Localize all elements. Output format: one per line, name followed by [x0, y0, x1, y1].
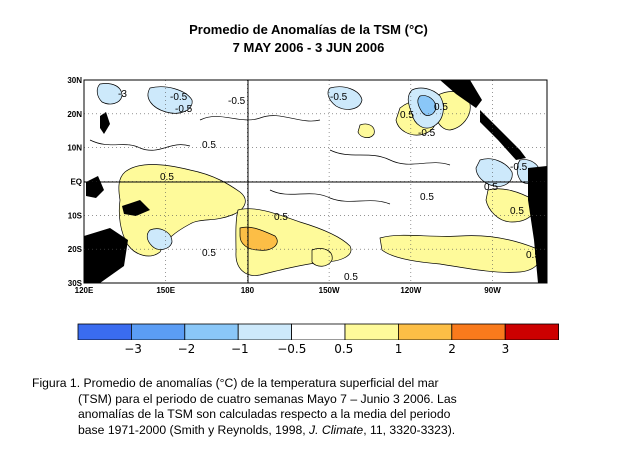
colorbar-label: −1: [231, 342, 249, 356]
contour-line-2: [89, 139, 191, 151]
y-tick-label: 10S: [68, 211, 83, 220]
contour-line-1: [199, 115, 321, 122]
sst-anomaly-map: 120E 150E 180 150W 120W 90W 30N 20N 10N EQ 10S 20S…: [67, 76, 560, 340]
colorbar-label: 3: [501, 342, 510, 356]
chart-subtitle: 7 MAY 2006 - 3 JUN 2006: [232, 40, 385, 55]
contour-label: -0.5: [175, 104, 193, 115]
land-australia: [84, 228, 128, 283]
contour-label: 0.5: [420, 192, 434, 203]
caption-journal: J. Climate: [309, 422, 364, 437]
caption-line: anomalías de la TSM son calculadas respe…: [78, 407, 451, 421]
colorbar-swatch: [237, 323, 292, 340]
colorbar-label: 0.5: [334, 342, 354, 356]
warm-anomaly-center-orange: [239, 226, 278, 251]
caption-line: base 1971-2000 (Smith y Reynolds, 1998, …: [32, 423, 592, 439]
contour-label: 0.5: [510, 206, 524, 217]
warm-anomaly-small1: [357, 123, 375, 138]
land-newguinea: [122, 200, 150, 216]
colorbar-swatch: [291, 323, 346, 340]
colorbar-label: 1: [394, 342, 403, 356]
contour-label: 0.5: [526, 250, 540, 261]
colorbar-swatch: [130, 323, 186, 340]
contour-label: -0.5: [228, 96, 246, 107]
contour-label: 0.5: [344, 272, 358, 283]
colorbar-swatch: [184, 323, 239, 340]
y-tick-label: 20S: [68, 245, 83, 254]
caption-text: base 1971-2000 (Smith y Reynolds, 1998,: [78, 422, 310, 437]
colorbar-label: 2: [448, 342, 456, 356]
colorbar-label: −2: [177, 342, 196, 356]
contour-label: 0.5: [434, 102, 448, 113]
contour-label: 0.5: [484, 182, 498, 193]
colorbar-label: −0.5: [277, 342, 307, 356]
colorbar-swatch: [397, 323, 453, 340]
contour-label: 0.5: [160, 172, 174, 183]
contour-line-4: [269, 189, 391, 205]
colorbar-label: −3: [124, 342, 142, 356]
land-southamerica: [528, 166, 547, 283]
x-tick-label: 180: [241, 286, 255, 295]
x-tick-label: 120W: [400, 286, 421, 295]
contour-labels: -3 -0.5 -0.5 -0.5 0.5 0.5 0.5 0.5 -0.5 -…: [118, 89, 540, 283]
cool-anomaly-north: [147, 86, 193, 114]
contour-label: -0.5: [510, 162, 528, 173]
contour-label: 0.5: [274, 212, 288, 223]
contour-label: -0.5: [330, 92, 348, 103]
contour-label: 0.5: [202, 140, 216, 151]
y-tick-labels: 30N 20N 10N EQ 10S 20S 30S: [67, 76, 82, 288]
caption-line: Figura 1. Promedio de anomalías (°C) de …: [32, 376, 439, 390]
y-tick-label: 30N: [67, 76, 82, 85]
x-tick-labels: 120E 150E 180 150W 120W 90W: [75, 286, 502, 295]
y-tick-label: 10N: [67, 144, 82, 153]
cool-anomaly-east: [475, 158, 513, 187]
plot-frame: [83, 79, 548, 284]
cool-anomaly-northeast-core: [417, 95, 437, 116]
land-philippines: [100, 112, 110, 134]
colorbar-swatch: [451, 323, 506, 340]
contour-label: 0.5: [202, 248, 216, 259]
chart-title: Promedio de Anomalías de la TSM (°C): [189, 22, 428, 37]
map-layers: [84, 80, 547, 283]
contour-label: -3: [118, 89, 127, 100]
cool-anomaly-north2: [327, 86, 363, 110]
contour-label: -0.5: [418, 128, 436, 139]
colorbar: [77, 323, 560, 340]
colorbar-swatch: [504, 323, 560, 340]
warm-anomaly-small2: [311, 248, 333, 267]
land-centralamerica: [480, 110, 526, 160]
cool-anomaly-west: [96, 83, 123, 105]
caption-line: (TSM) para el periodo de cuatro semanas …: [78, 391, 457, 406]
contour-label: -0.5: [170, 92, 188, 103]
y-tick-label: 30S: [68, 279, 83, 288]
contour-line-3: [329, 149, 451, 166]
x-tick-label: 150E: [156, 286, 175, 295]
y-tick-label: 20N: [67, 110, 82, 119]
x-tick-label: 150W: [319, 286, 340, 295]
colorbar-swatch: [77, 323, 132, 340]
contour-label: 0.5: [400, 110, 414, 121]
y-tick-label: EQ: [70, 178, 82, 187]
land-mexico: [440, 80, 482, 108]
figure-caption: Figura 1. Promedio de anomalías (°C) de …: [32, 376, 592, 438]
x-tick-label: 90W: [484, 286, 501, 295]
x-tick-label: 120E: [75, 286, 94, 295]
warm-anomaly-east: [485, 188, 536, 223]
caption-text: , 11, 3320-3323).: [363, 422, 456, 437]
colorbar-swatch: [344, 323, 399, 340]
